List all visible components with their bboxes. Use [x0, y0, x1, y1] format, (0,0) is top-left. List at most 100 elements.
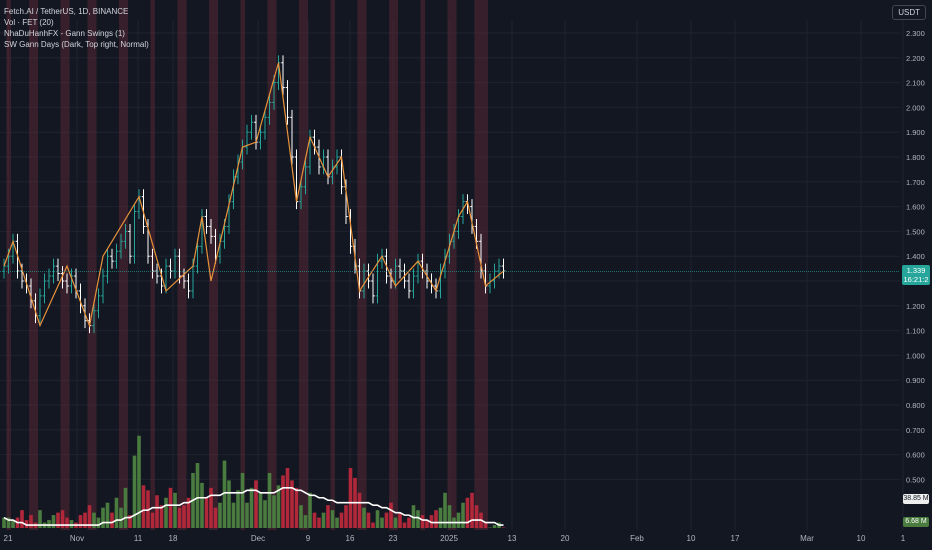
volume-bar — [240, 472, 245, 528]
y-tick-label: 0.600 — [906, 451, 925, 460]
ohlc-bar — [96, 288, 101, 319]
ohlc-bar — [299, 179, 303, 210]
current-price-value: 1.339 — [906, 266, 926, 275]
volume-bar — [254, 480, 258, 528]
volume-bar — [317, 517, 321, 528]
volume-bar — [371, 522, 375, 528]
volume-bar — [20, 510, 24, 528]
legend-volume[interactable]: Vol · FET (20) — [4, 18, 54, 27]
volume-bar — [438, 507, 443, 528]
gann-day-band — [330, 0, 335, 530]
legend-gann-swings[interactable]: NhaDuHanhFX - Gann Swings (1) — [4, 29, 125, 38]
volume-bar — [339, 512, 344, 528]
x-tick-label: 23 — [389, 534, 398, 543]
x-tick-label: 13 — [508, 534, 517, 543]
price-axis[interactable]: 2.300 2.200 2.100 2.000 1.900 1.800 1.700 1.600… — [906, 29, 925, 484]
volume-bar — [285, 468, 290, 528]
ohlc-bar — [186, 273, 191, 299]
volume-bar — [6, 517, 11, 528]
countdown-timer: 16:21:2 — [903, 275, 929, 284]
volume-bar — [11, 520, 15, 528]
volume-bar — [267, 472, 272, 528]
volume-bar — [141, 485, 146, 528]
ohlc-bar — [105, 248, 110, 284]
y-tick-label: 1.600 — [906, 203, 925, 212]
volume-bar — [51, 515, 56, 528]
volume-bar — [299, 505, 303, 528]
volume-bar — [155, 495, 159, 528]
legend-symbol[interactable]: Fetch.AI / TetherUS, 1D, BINANCE — [4, 7, 129, 16]
volume-bar — [87, 505, 92, 528]
currency-label[interactable]: USDT — [892, 5, 926, 20]
ohlc-bar — [110, 248, 114, 269]
ohlc-bar — [114, 243, 119, 269]
ohlc-bar — [330, 159, 335, 185]
volume-bar — [366, 512, 371, 528]
y-tick-label: 1.700 — [906, 178, 925, 187]
gann-day-band — [87, 0, 97, 530]
y-tick-label: 0.500 — [906, 475, 925, 484]
ohlc-bar — [47, 268, 51, 289]
x-tick-label: Feb — [630, 534, 644, 543]
volume-bar — [398, 512, 402, 528]
volume-bar — [393, 517, 398, 528]
volume-ma-line — [3, 487, 504, 526]
volume-bar — [474, 505, 479, 528]
volume-bar — [123, 487, 128, 528]
volume-bar — [425, 520, 429, 528]
volume-bar — [2, 517, 6, 528]
x-tick-label: Mar — [800, 534, 814, 543]
volume-bar — [470, 492, 474, 528]
ohlc-bar — [272, 75, 276, 110]
ohlc-bar — [407, 273, 411, 299]
volume-bar — [146, 490, 150, 528]
x-tick-label: 2025 — [440, 534, 458, 543]
time-axis[interactable]: 21 Nov 11 18 Dec 9 16 23 2025 13 20 Feb 10 17 Mar 10 1 — [4, 534, 906, 543]
chart-legend: Fetch.AI / TetherUS, 1D, BINANCE Vol · F… — [4, 6, 149, 50]
gann-day-band — [177, 0, 187, 530]
ohlc-bar — [177, 248, 182, 284]
volume-bar — [303, 515, 308, 528]
volume-bar — [236, 490, 240, 528]
y-tick-label: 0.800 — [906, 401, 925, 410]
ohlc-bar — [69, 268, 74, 294]
volume-bar — [272, 495, 276, 528]
x-tick-label: 10 — [857, 534, 866, 543]
volume-bar — [416, 510, 420, 528]
gann-day-band — [357, 0, 367, 530]
x-tick-label: 21 — [4, 534, 13, 543]
gann-day-band — [240, 0, 245, 530]
volume-bar — [168, 487, 173, 528]
volume-bar — [384, 512, 389, 528]
current-price-badge: 1.339 16:21:2 — [902, 265, 930, 285]
y-tick-label: 0.900 — [906, 376, 925, 385]
y-tick-label: 2.200 — [906, 54, 925, 63]
ohlc-bar — [281, 55, 285, 95]
volume-bar — [92, 512, 96, 528]
volume-bar — [407, 517, 411, 528]
volume-bar — [380, 517, 384, 528]
legend-gann-days[interactable]: SW Gann Days (Dark, Top right, Normal) — [4, 40, 149, 49]
volume-bar — [321, 512, 326, 528]
gann-day-band — [209, 0, 218, 530]
volume-bar — [209, 487, 213, 528]
volume-bar — [150, 512, 155, 528]
y-tick-label: 1.100 — [906, 327, 925, 336]
volume-bar — [164, 497, 168, 528]
ohlc-bar — [42, 273, 47, 304]
volume-bar — [128, 515, 132, 528]
gann-swing-line — [3, 62, 504, 328]
volume-bar — [227, 480, 231, 528]
volume-bar — [357, 492, 362, 528]
gann-day-band — [447, 0, 457, 530]
gann-day-band — [29, 0, 38, 530]
volume-bar — [434, 510, 438, 528]
ohlc-bar — [290, 109, 294, 165]
volume-bar — [362, 507, 366, 528]
volume-bar — [276, 485, 281, 528]
volume-bar — [308, 492, 312, 528]
y-tick-label: 2.300 — [906, 29, 925, 38]
volume-bar — [186, 497, 191, 528]
volume-bar — [60, 510, 65, 528]
